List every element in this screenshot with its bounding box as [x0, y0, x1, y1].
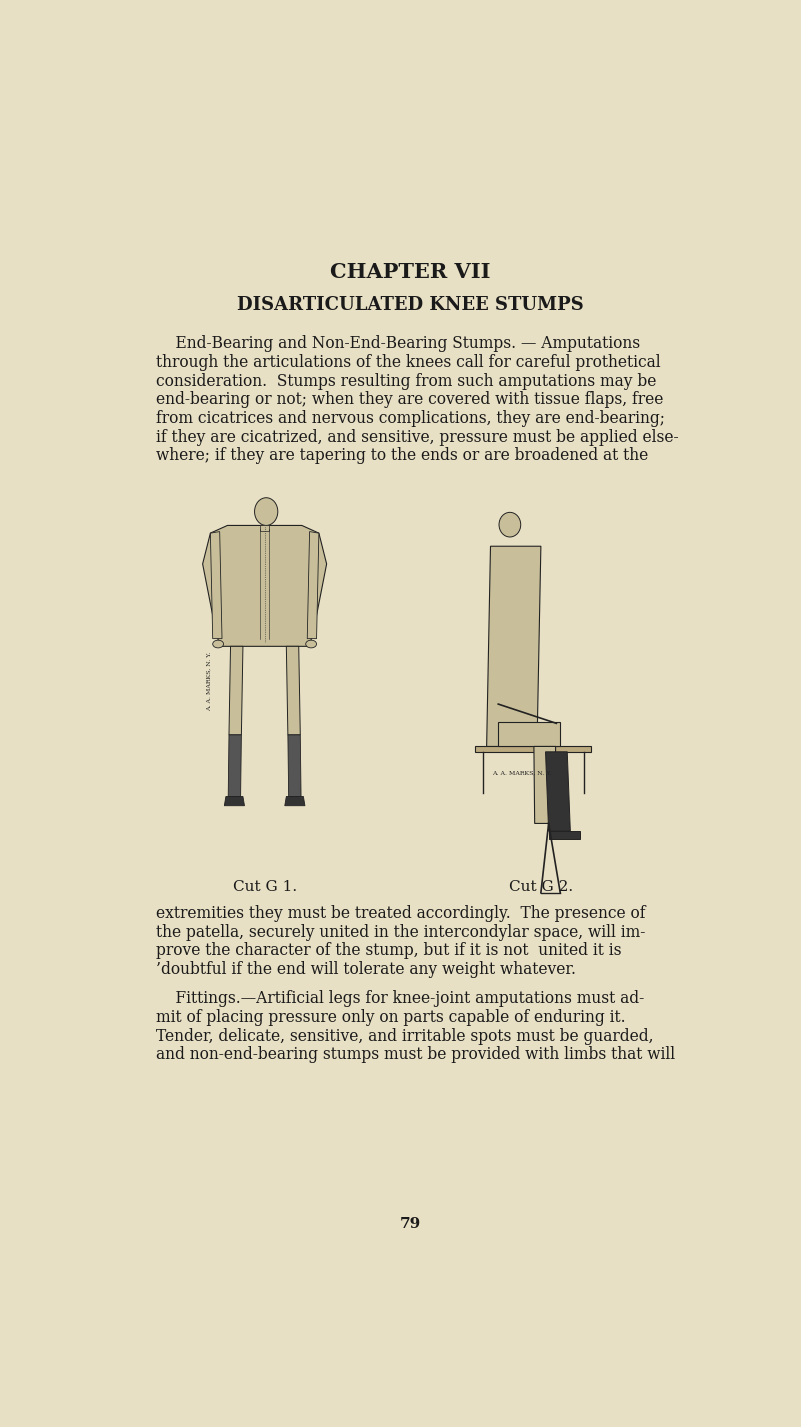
Polygon shape [288, 735, 301, 796]
Polygon shape [545, 752, 570, 831]
Text: A. A. MARKS, N. Y.: A. A. MARKS, N. Y. [492, 771, 551, 776]
Text: DISARTICULATED KNEE STUMPS: DISARTICULATED KNEE STUMPS [237, 295, 584, 314]
Text: extremities they must be treated accordingly.  The presence of: extremities they must be treated accordi… [156, 905, 646, 922]
Text: if they are cicatrized, and sensitive, pressure must be applied else-: if they are cicatrized, and sensitive, p… [156, 428, 678, 445]
Text: End-Bearing and Non-End-Bearing Stumps. — Amputations: End-Bearing and Non-End-Bearing Stumps. … [156, 335, 640, 352]
Polygon shape [286, 646, 300, 735]
Text: A. A. MARKS, N. Y.: A. A. MARKS, N. Y. [207, 651, 211, 711]
Text: end-bearing or not; when they are covered with tissue flaps, free: end-bearing or not; when they are covere… [156, 391, 663, 408]
Polygon shape [285, 796, 305, 806]
Text: where; if they are tapering to the ends or are broadened at the: where; if they are tapering to the ends … [156, 447, 648, 464]
Polygon shape [229, 646, 243, 735]
Polygon shape [549, 831, 580, 839]
Text: Fittings.—Artificial legs for knee-joint amputations must ad-: Fittings.—Artificial legs for knee-joint… [156, 990, 644, 1007]
Text: through the articulations of the knees call for careful prothetical: through the articulations of the knees c… [156, 354, 661, 371]
Ellipse shape [499, 512, 521, 537]
Polygon shape [203, 525, 327, 646]
Text: the patella, securely united in the intercondylar space, will im-: the patella, securely united in the inte… [156, 923, 646, 940]
Polygon shape [308, 532, 319, 639]
Text: from cicatrices and nervous complications, they are end-bearing;: from cicatrices and nervous complication… [156, 410, 665, 427]
Text: mit of placing pressure only on parts capable of enduring it.: mit of placing pressure only on parts ca… [156, 1009, 626, 1026]
Polygon shape [228, 735, 241, 796]
Polygon shape [475, 746, 591, 752]
Polygon shape [224, 796, 244, 806]
Text: CHAPTER VII: CHAPTER VII [330, 261, 491, 281]
Text: and non-end-bearing stumps must be provided with limbs that will: and non-end-bearing stumps must be provi… [156, 1046, 675, 1063]
Text: Cut G 1.: Cut G 1. [232, 880, 296, 895]
Polygon shape [211, 532, 222, 639]
Polygon shape [534, 746, 556, 823]
Text: consideration.  Stumps resulting from such amputations may be: consideration. Stumps resulting from suc… [156, 372, 656, 390]
Polygon shape [498, 722, 560, 746]
Text: prove the character of the stump, but if it is not  united it is: prove the character of the stump, but if… [156, 942, 622, 959]
Text: Cut G 2.: Cut G 2. [509, 880, 573, 895]
Polygon shape [487, 547, 541, 746]
Text: 79: 79 [400, 1217, 421, 1230]
Ellipse shape [213, 641, 223, 648]
Text: Tender, delicate, sensitive, and irritable spots must be guarded,: Tender, delicate, sensitive, and irritab… [156, 1027, 654, 1045]
Ellipse shape [306, 641, 316, 648]
Ellipse shape [255, 498, 278, 525]
Polygon shape [260, 525, 269, 531]
Text: ’doubtful if the end will tolerate any weight whatever.: ’doubtful if the end will tolerate any w… [156, 960, 576, 977]
